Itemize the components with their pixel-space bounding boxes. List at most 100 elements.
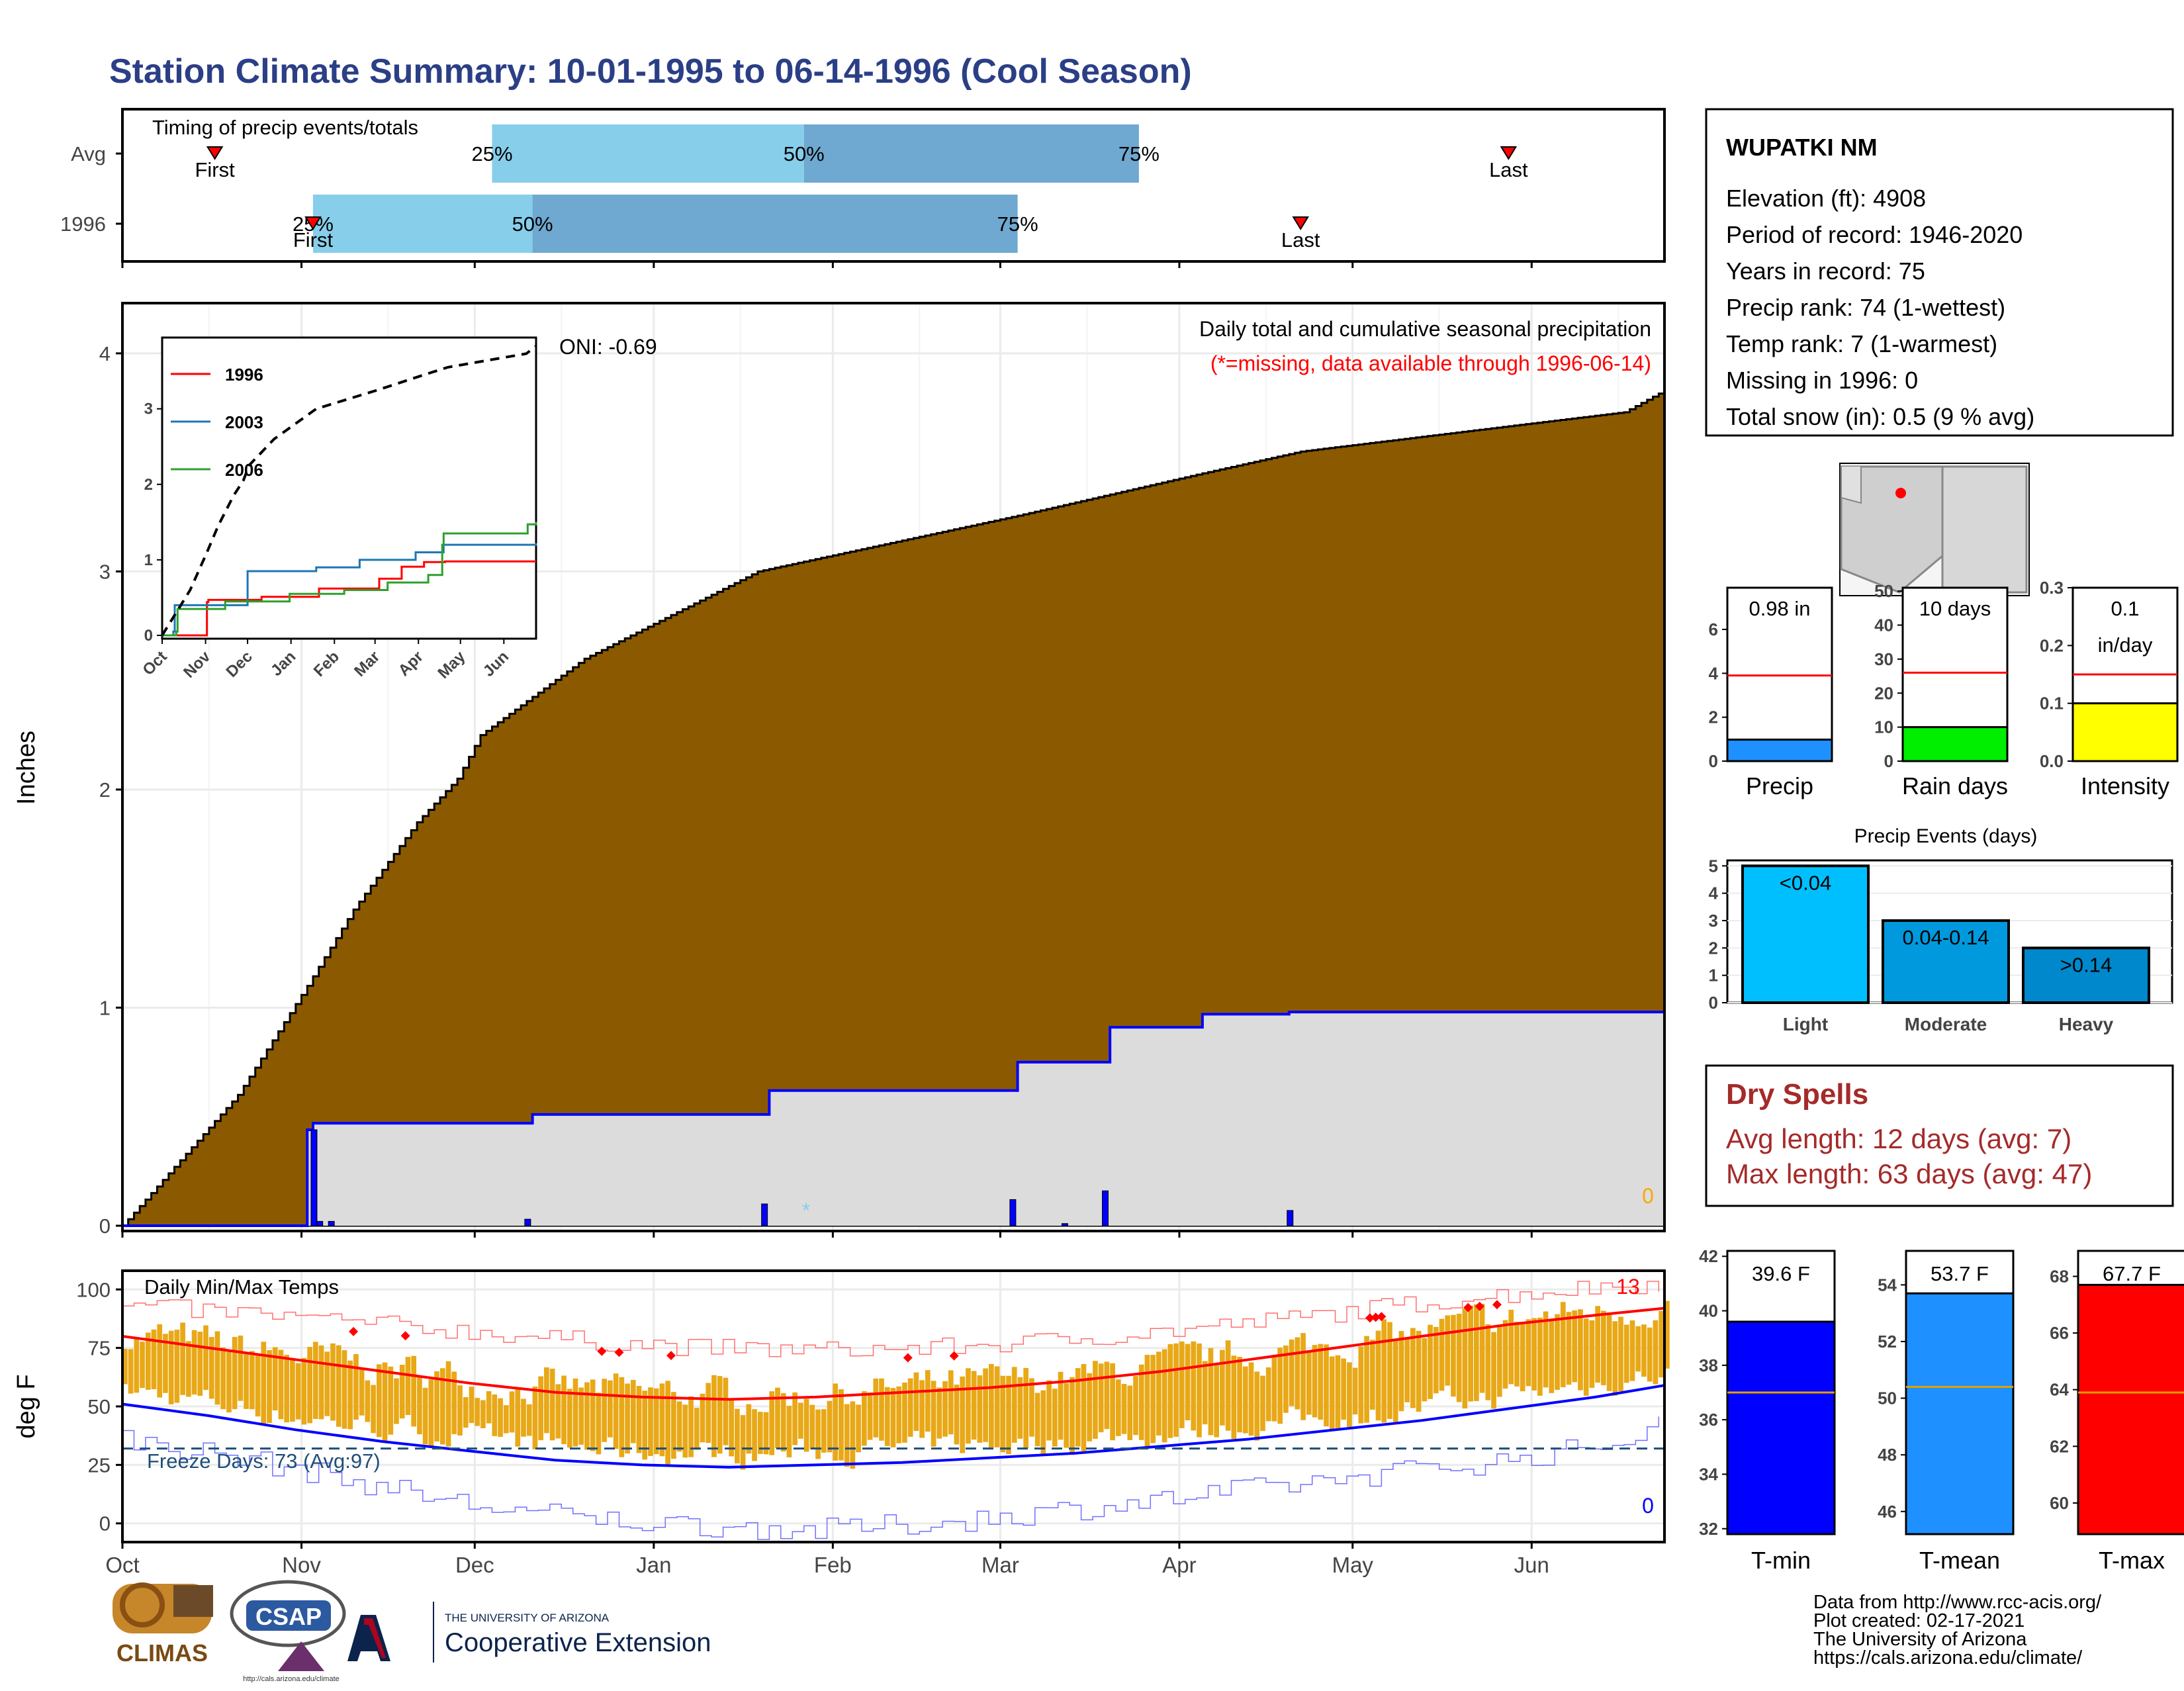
record-high-marker: [666, 1351, 676, 1361]
snow-missing-mark: *: [802, 1199, 810, 1222]
precip-summary-category: Intensity: [2081, 772, 2169, 800]
record-high-count: 13: [1616, 1275, 1640, 1299]
daily-temp-bar: [1225, 1340, 1231, 1431]
precip-y-tick-label: 0: [99, 1214, 111, 1238]
daily-temp-bar: [1468, 1305, 1473, 1402]
daily-temp-bar: [1289, 1339, 1295, 1406]
daily-temp-bar: [1422, 1338, 1428, 1402]
daily-temp-bar: [1197, 1343, 1202, 1438]
precip-events-bar: [2022, 946, 2150, 1005]
record-high-marker: [1365, 1313, 1375, 1323]
ua-logo: THE UNIVERSITY OF ARIZONA Cooperative Ex…: [347, 1602, 711, 1663]
precip-summary-y-label: 0.1: [2040, 694, 2064, 713]
inset-legend-label: 2003: [225, 412, 263, 432]
daily-temp-bar: [1329, 1356, 1335, 1432]
daily-temp-bar: [1040, 1390, 1046, 1455]
daily-temp-bar: [1254, 1371, 1260, 1441]
daily-temp-bar: [399, 1365, 405, 1419]
daily-temp-bar: [590, 1379, 596, 1451]
precip-y-tick-label: 3: [99, 560, 111, 583]
daily-temp-bar: [1248, 1362, 1254, 1436]
temp-summary-y-label: 38: [1699, 1355, 1718, 1375]
month-tick-label: Feb: [814, 1553, 852, 1577]
precip-events-y-label: 5: [1709, 856, 1718, 876]
inset-series-line: [162, 560, 536, 637]
daily-temp-bar: [561, 1375, 567, 1445]
daily-temp-bar: [636, 1386, 642, 1453]
climas-logo-text: CLIMAS: [116, 1639, 208, 1667]
daily-temp-bar: [839, 1389, 844, 1461]
daily-temp-bar: [312, 1342, 318, 1419]
record-low-count: 0: [1642, 1494, 1654, 1518]
daily-temp-bar: [1560, 1302, 1566, 1388]
temp-summary-y-label: 36: [1699, 1410, 1718, 1430]
daily-temp-bar: [526, 1404, 532, 1436]
daily-temp-bar: [1491, 1332, 1496, 1409]
record-high-marker: [1492, 1300, 1502, 1310]
daily-temp-bar: [515, 1389, 521, 1447]
snow-count: 0: [1642, 1184, 1654, 1208]
daily-temp-bar: [1034, 1393, 1040, 1447]
month-tick-label: Jun: [1514, 1553, 1549, 1577]
daily-temp-bar: [1161, 1349, 1167, 1443]
precip-events-y-label: 3: [1709, 911, 1718, 931]
station-info-box: WUPATKI NM Elevation (ft): 4908 Period of…: [1705, 108, 2174, 437]
station-info-line: Total snow (in): 0.5 (9 % avg): [1726, 403, 2034, 430]
precip-content: [122, 390, 1666, 1227]
daily-temp-bar: [232, 1337, 238, 1410]
daily-temp-bar: [735, 1408, 740, 1464]
timing-bar-50-75: [532, 195, 1018, 253]
precip-events-category: Light: [1783, 1014, 1828, 1034]
daily-temp-bar: [780, 1393, 786, 1452]
timing-label-25: 25%: [471, 142, 512, 165]
daily-temp-bar: [1514, 1322, 1520, 1387]
daily-precip-bar: [1061, 1223, 1068, 1226]
daily-temp-bar: [1508, 1309, 1514, 1385]
precip-summary-category: Precip: [1746, 772, 1813, 800]
daily-temp-bar: [1451, 1314, 1456, 1397]
daily-temp-bar: [798, 1402, 803, 1439]
daily-temp-bar: [324, 1351, 330, 1416]
timing-label-75: 75%: [1118, 142, 1160, 165]
daily-temp-bar: [1208, 1348, 1214, 1436]
daily-temp-bar: [1093, 1361, 1098, 1439]
precip-events-category: Heavy: [2059, 1014, 2114, 1034]
temp-y-tick-label: 50: [88, 1395, 111, 1418]
daily-temp-bar: [960, 1376, 966, 1453]
daily-temp-bar: [833, 1383, 839, 1461]
locator-map: [1839, 463, 2030, 596]
daily-temp-bar: [862, 1391, 867, 1446]
precip-summary-y-label: 4: [1709, 663, 1719, 683]
daily-temp-bar: [157, 1324, 163, 1398]
temp-summary-y-label: 40: [1699, 1301, 1718, 1321]
temp-content: [122, 1281, 1670, 1540]
daily-temp-bar: [301, 1357, 307, 1425]
daily-temp-bar: [1549, 1318, 1555, 1393]
daily-temp-bar: [365, 1380, 371, 1422]
daily-temp-bar: [388, 1366, 394, 1435]
daily-temp-bar: [988, 1363, 994, 1448]
daily-temp-bar: [463, 1396, 469, 1428]
temp-y-tick-label: 25: [88, 1453, 111, 1477]
daily-temp-bar: [1237, 1357, 1242, 1433]
daily-temp-bar: [1202, 1361, 1208, 1425]
daily-temp-bar: [1653, 1320, 1659, 1385]
daily-temp-bar: [884, 1387, 890, 1446]
precip-summary-frame: [1726, 586, 1833, 762]
daily-temp-bar: [1456, 1313, 1462, 1402]
daily-temp-bar: [873, 1378, 879, 1438]
daily-temp-bar: [763, 1412, 769, 1455]
precip-y-tick-label: 1: [99, 996, 111, 1019]
map-state-nevada: [1841, 467, 1862, 504]
inset-legend-label: 1996: [225, 365, 263, 385]
inset-y-tick-label: 2: [144, 476, 153, 494]
daily-temp-bar: [1612, 1321, 1618, 1396]
daily-temp-bar: [411, 1355, 417, 1427]
daily-temp-bar: [1606, 1313, 1612, 1391]
daily-temp-bar: [1006, 1375, 1011, 1455]
daily-temp-bar: [336, 1345, 341, 1427]
temp-summary-value-label: 53.7 F: [1931, 1262, 1989, 1285]
precip-events-bar: [1741, 864, 1870, 1005]
daily-temp-bar: [145, 1332, 151, 1390]
temp-summary-y-label: 54: [1878, 1275, 1897, 1295]
